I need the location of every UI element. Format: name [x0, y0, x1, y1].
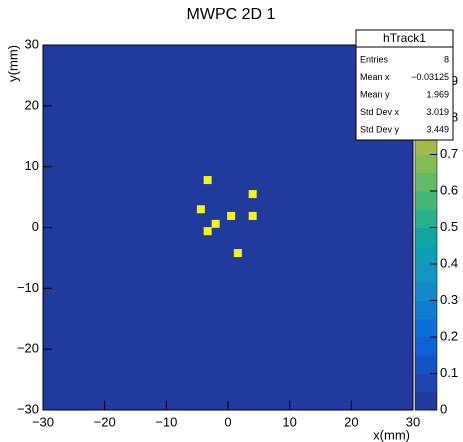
stats-name: Mean x — [360, 72, 390, 82]
plot-area — [43, 45, 413, 410]
palette-band — [415, 154, 437, 174]
cell — [227, 211, 236, 220]
y-tick-label: −30 — [17, 401, 39, 416]
x-tick-label: 10 — [282, 414, 296, 429]
palette-band — [415, 136, 437, 155]
cell — [203, 227, 212, 236]
stats-value: 1.969 — [426, 89, 449, 99]
palette-band — [415, 373, 437, 393]
x-axis-label: x(mm) — [373, 427, 410, 442]
cell — [211, 219, 220, 228]
palette-band — [415, 318, 437, 338]
stats-value: 3.019 — [426, 107, 449, 117]
cell — [203, 176, 212, 185]
y-tick-label: 0 — [32, 219, 39, 234]
palette-band — [415, 191, 437, 210]
palette-band — [415, 209, 437, 228]
stats-value: 8 — [444, 54, 449, 64]
y-tick-label: −20 — [17, 341, 39, 356]
palette-band — [415, 391, 437, 411]
y-axis-label: y(mm) — [5, 45, 20, 82]
z-tick-label: 0.6 — [440, 182, 458, 197]
cell — [248, 211, 257, 220]
palette-band — [415, 227, 437, 247]
stats-title: hTrack1 — [383, 31, 426, 45]
stats-name: Std Dev x — [360, 107, 400, 117]
stats-value: 3.449 — [426, 124, 449, 134]
x-tick-label: 0 — [224, 414, 231, 429]
x-tick-label: −20 — [94, 414, 116, 429]
palette-band — [415, 337, 437, 356]
palette-band — [415, 355, 437, 374]
cell — [248, 190, 257, 199]
y-tick-label: 20 — [25, 97, 39, 112]
cell — [233, 249, 242, 258]
y-tick-label: 30 — [25, 36, 39, 51]
chart-title: MWPC 2D 1 — [187, 6, 276, 23]
z-tick-label: 0.7 — [440, 146, 458, 161]
z-tick-label: 0.5 — [440, 219, 458, 234]
z-tick-label: 0.2 — [440, 328, 458, 343]
x-tick-label: 30 — [406, 414, 420, 429]
y-tick-label: 10 — [25, 158, 39, 173]
stats-name: Std Dev y — [360, 124, 400, 134]
x-tick-label: −30 — [32, 414, 54, 429]
stats-value: −0.03125 — [411, 72, 449, 82]
stats-name: Entries — [360, 54, 389, 64]
palette-band — [415, 282, 437, 301]
z-tick-label: 0.1 — [440, 365, 458, 380]
cell — [196, 205, 205, 214]
stats-box — [355, 29, 454, 141]
x-tick-label: −10 — [155, 414, 177, 429]
palette-band — [415, 245, 437, 265]
palette-band — [415, 172, 437, 192]
z-tick-label: 0.3 — [440, 292, 458, 307]
x-tick-label: 20 — [344, 414, 358, 429]
stats-name: Mean y — [360, 89, 390, 99]
palette-band — [415, 300, 437, 320]
z-tick-label: 0 — [440, 401, 447, 416]
palette-band — [415, 264, 437, 283]
z-tick-label: 0.4 — [440, 255, 458, 270]
y-tick-label: −10 — [17, 280, 39, 295]
